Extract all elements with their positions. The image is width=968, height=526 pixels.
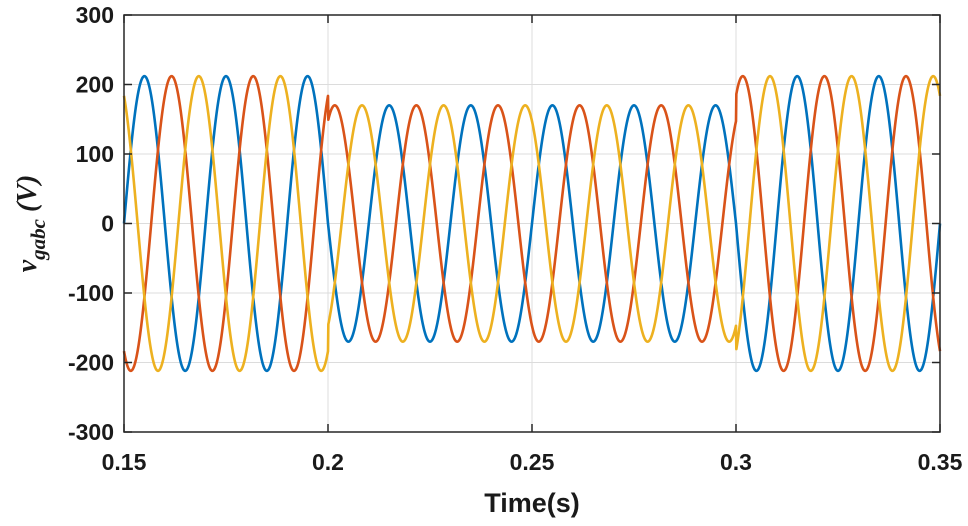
y-axis-label-unit: (V) — [12, 175, 43, 219]
y-tick-label: -100 — [68, 280, 114, 306]
y-tick-label: -300 — [68, 419, 114, 445]
y-tick-label: 100 — [76, 141, 114, 167]
series-line-2 — [122, 74, 942, 373]
tick-marks — [123, 14, 941, 433]
x-tick-labels: 0.15 0.2 0.25 0.3 0.35 — [102, 449, 963, 475]
series-line-3 — [122, 74, 942, 373]
y-tick-label: 200 — [76, 72, 114, 98]
x-tick-label: 0.2 — [312, 449, 344, 475]
y-tick-label: -200 — [68, 350, 114, 376]
y-axis-label: vgabc (V) — [12, 175, 50, 273]
y-tick-label: 0 — [101, 211, 114, 237]
x-tick-label: 0.15 — [102, 449, 147, 475]
series-group — [122, 74, 942, 373]
series-line-1 — [122, 74, 942, 373]
x-tick-label: 0.3 — [720, 449, 752, 475]
y-axis-label-main: v — [12, 259, 43, 272]
x-tick-label: 0.25 — [510, 449, 555, 475]
y-tick-labels: -300 -200 -100 0 100 200 300 — [68, 2, 114, 445]
x-axis-label: Time(s) — [484, 488, 580, 518]
x-tick-label: 0.35 — [918, 449, 963, 475]
y-tick-label: 300 — [76, 2, 114, 28]
y-axis-label-subscript: gabc — [26, 218, 50, 261]
